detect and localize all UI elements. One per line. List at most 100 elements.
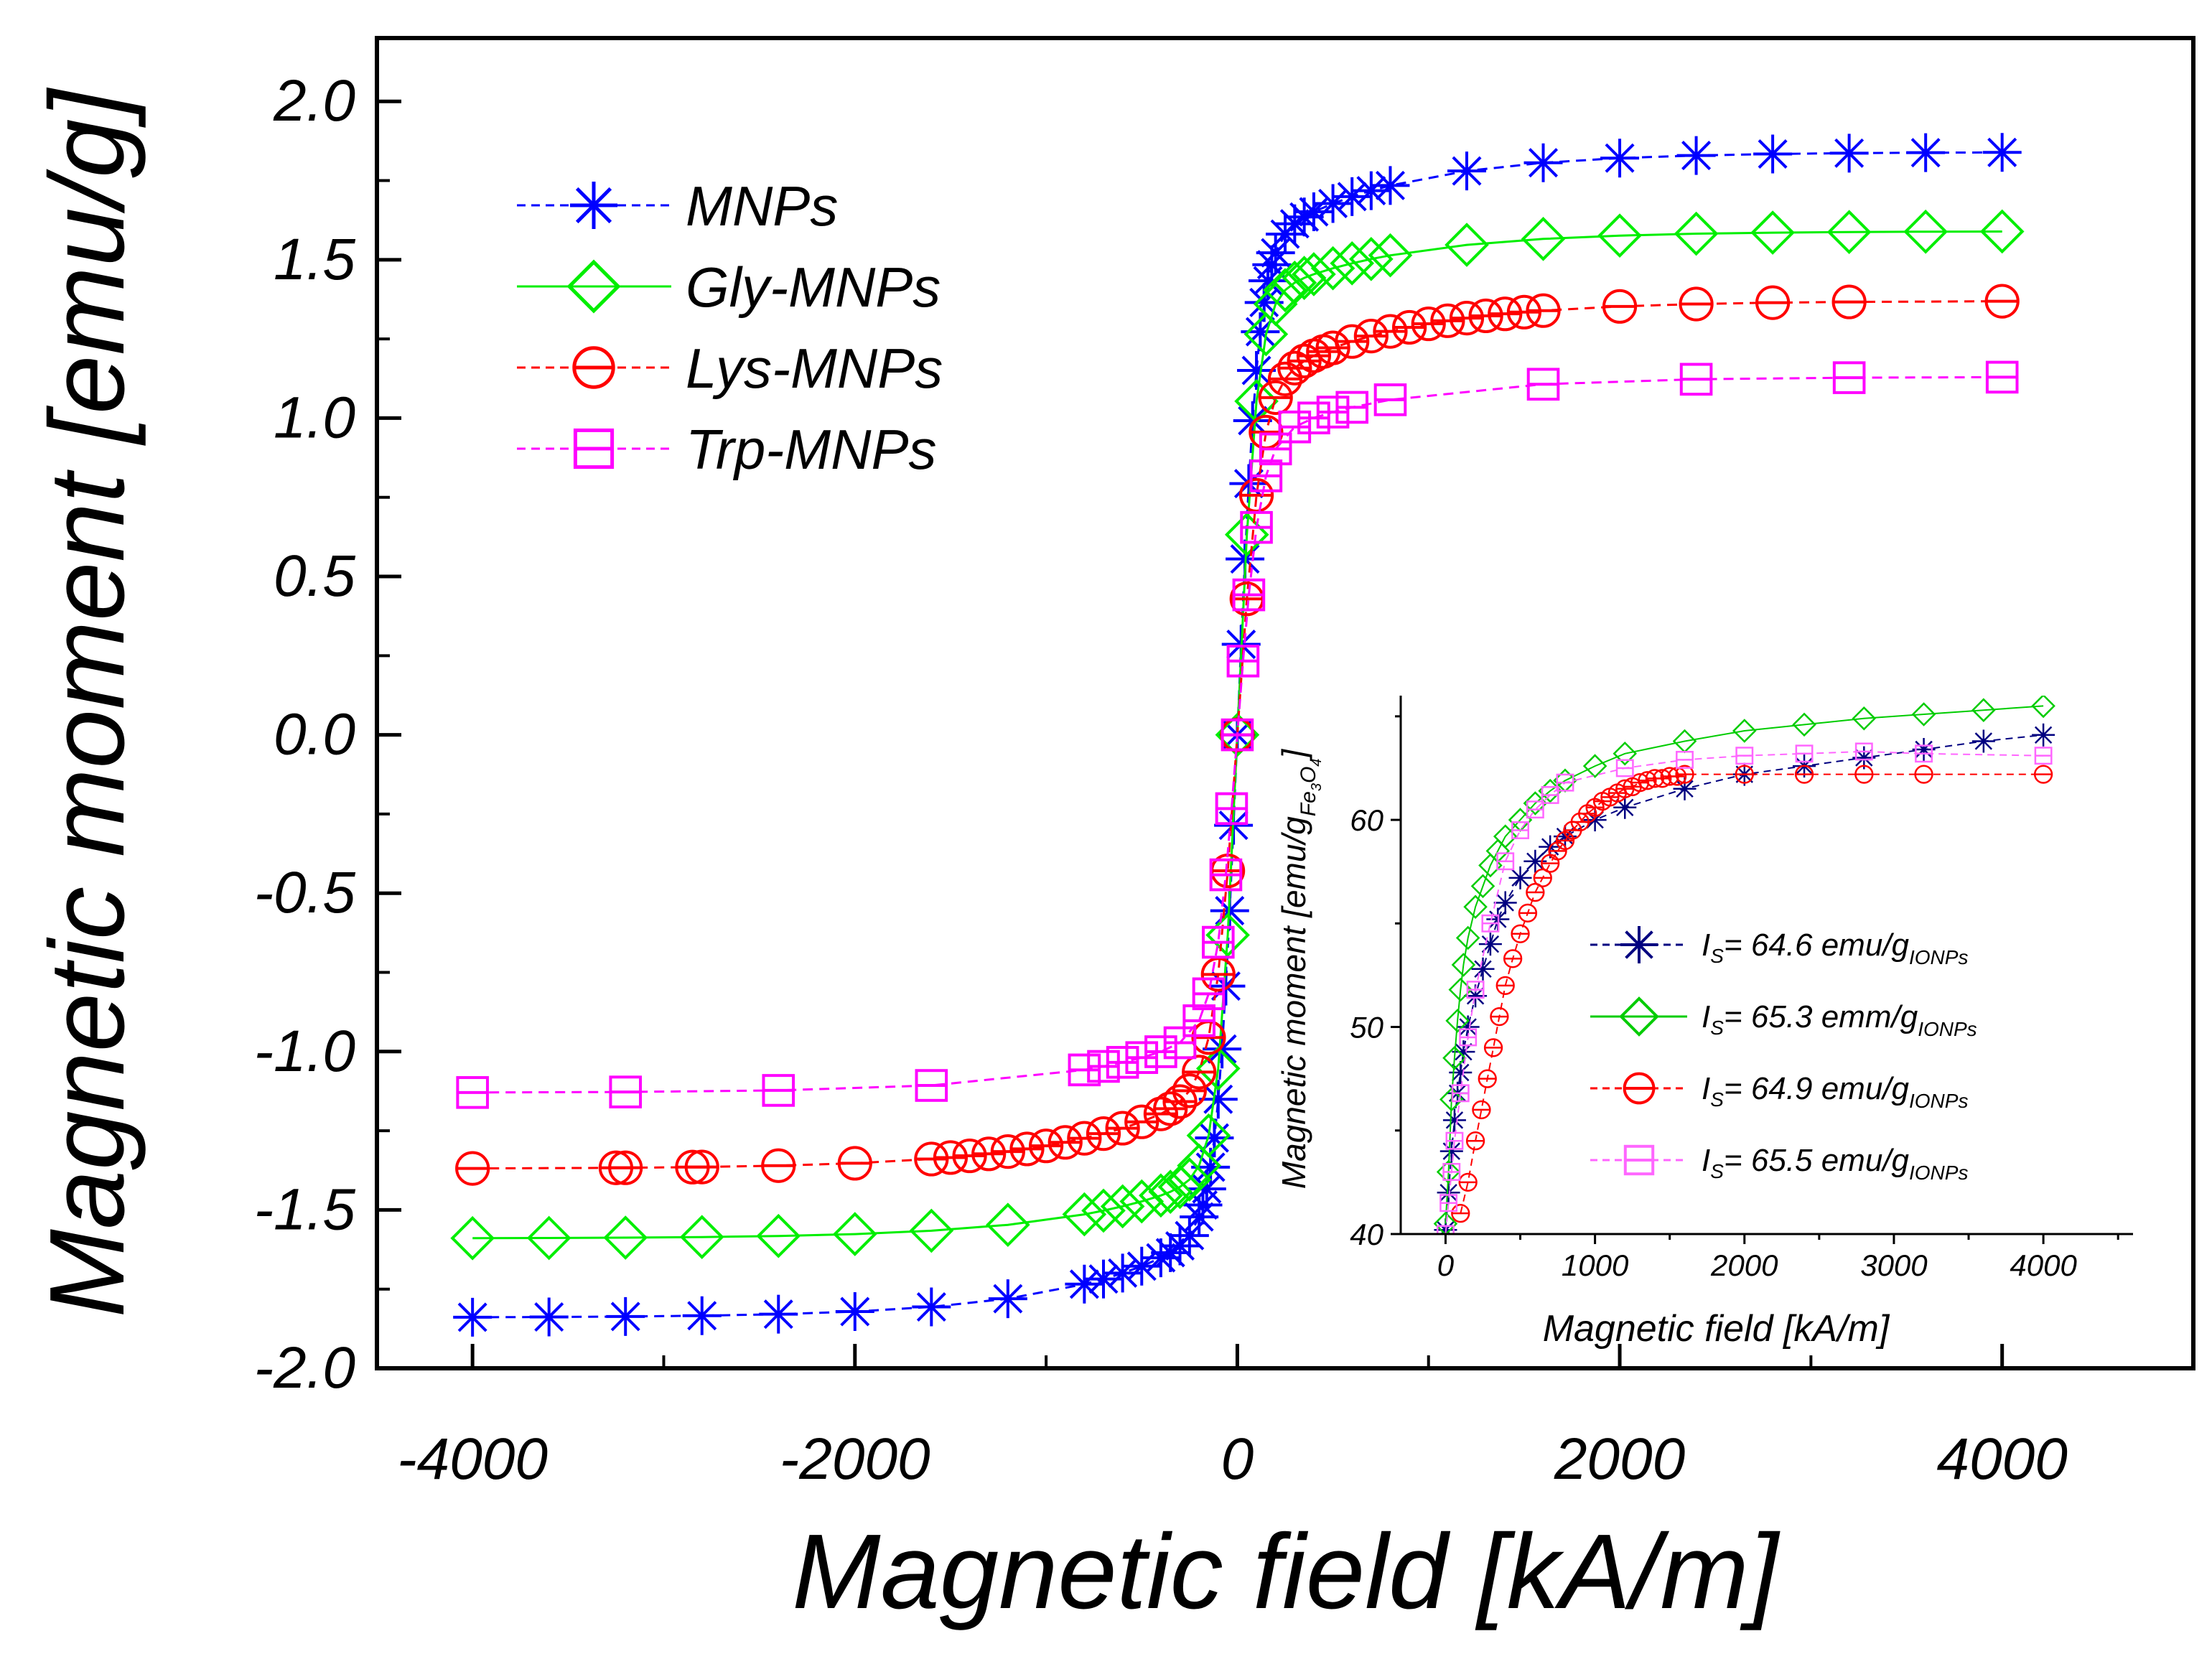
inset-data-point: [1971, 729, 1995, 753]
data-point: [679, 1215, 724, 1260]
inset-y-tick-label: 50: [1350, 1011, 1383, 1045]
data-point: [1167, 1157, 1212, 1202]
inset-legend-entry-4: IS= 65.5 emu/gIONPs: [1590, 1143, 1968, 1184]
data-point: [1985, 360, 2019, 394]
data-point: [1172, 1073, 1207, 1108]
data-point: [1151, 1233, 1190, 1272]
data-point: [1278, 410, 1312, 444]
inset-y-tick-label: 60: [1350, 803, 1383, 837]
inset-data-point: [1483, 1038, 1503, 1057]
legend-marker-shape: [572, 346, 615, 389]
inset-data-point: [1471, 957, 1495, 981]
main-plot-frame: [375, 36, 2195, 1370]
inset-data-point: [1526, 882, 1545, 902]
inset-data-point: [1470, 874, 1495, 899]
legend-label-lys-mnps: Lys-MNPs: [686, 337, 943, 400]
inset-legend-marker-shape: [1623, 1072, 1656, 1105]
main-legend: MNPs Gly-MNPs Lys-MNPs Trp-MNPs: [517, 174, 943, 481]
data-point: [1182, 1055, 1217, 1090]
inset-data-point: [1455, 925, 1480, 950]
data-point: [1148, 1169, 1193, 1214]
data-point: [1186, 1113, 1231, 1158]
inset-legend-label-4: IS= 65.5 emu/gIONPs: [1702, 1143, 1968, 1184]
data-point: [1086, 1116, 1121, 1151]
main-y-tick-label: 2.0: [273, 68, 355, 134]
data-point: [1287, 343, 1322, 378]
inset-data-point: [1442, 1046, 1467, 1070]
data-point: [1368, 233, 1413, 278]
inset-chart: 40 50 60 0 1000 2000 3000 4000 Magnetic field […: [1275, 696, 2133, 1350]
inset-legend-marker-2: [1619, 996, 1659, 1037]
inset-data-point: [1735, 765, 1754, 784]
inset-data-point: [1914, 765, 1933, 784]
data-point: [832, 1212, 877, 1256]
inset-legend-marker-3: [1623, 1072, 1656, 1105]
data-point: [1333, 177, 1372, 216]
inset-data-point: [1433, 1211, 1458, 1234]
inset-data-point: [1445, 1009, 1470, 1033]
inset-legend-entry-2: IS= 65.3 emm/gIONPs: [1590, 996, 1977, 1040]
data-point: [1029, 1129, 1064, 1164]
data-point: [1144, 1035, 1177, 1068]
inset-data-point: [2034, 747, 2053, 765]
data-point: [1335, 324, 1370, 359]
data-point: [1373, 314, 1408, 349]
data-point: [1330, 240, 1375, 286]
data-point: [1447, 151, 1486, 191]
inset-data-point: [1732, 719, 1757, 743]
inset-data-point: [1915, 744, 1933, 763]
data-point: [1182, 1004, 1215, 1037]
series-trp-mnps: [456, 360, 2019, 1109]
data-point: [1275, 204, 1315, 243]
data-point: [1163, 1026, 1197, 1060]
data-point: [1373, 383, 1407, 416]
data-point: [1047, 1125, 1083, 1160]
data-point: [1755, 285, 1791, 320]
legend-marker-shape: [573, 428, 615, 469]
main-y-tick-label: 0.5: [274, 543, 355, 609]
data-point: [1430, 303, 1465, 338]
data-point: [1526, 293, 1561, 328]
data-point: [835, 1292, 874, 1332]
data-point: [762, 1074, 795, 1107]
inset-data-point: [1582, 754, 1607, 778]
inset-data-point: [1459, 1028, 1478, 1047]
data-point: [1526, 368, 1560, 401]
data-point: [1906, 133, 1946, 172]
data-point: [1316, 396, 1350, 429]
data-point: [1349, 237, 1394, 281]
main-x-tick-label: -2000: [780, 1426, 930, 1492]
data-point: [1488, 296, 1523, 332]
data-point: [1062, 1192, 1107, 1237]
data-point: [933, 1140, 969, 1175]
data-point: [1232, 578, 1266, 612]
inset-data-point: [1795, 744, 1814, 763]
data-point: [1315, 330, 1350, 365]
data-point: [1982, 133, 2022, 172]
data-point: [1067, 1121, 1102, 1156]
data-point: [1103, 1253, 1142, 1293]
data-point: [1105, 1111, 1140, 1146]
data-point: [1272, 260, 1317, 305]
main-y-tick-label: 1.0: [274, 385, 355, 450]
data-point: [1124, 1104, 1159, 1139]
data-point: [1445, 223, 1489, 267]
data-point: [1826, 210, 1872, 255]
inset-data-point: [1439, 1139, 1463, 1163]
legend-entry-lys-mnps: Lys-MNPs: [517, 337, 943, 400]
inset-x-tick-label: 3000: [1860, 1248, 1928, 1282]
data-point: [1177, 1143, 1221, 1188]
data-point: [1310, 246, 1355, 291]
data-point: [1226, 645, 1260, 678]
data-point: [1674, 211, 1719, 256]
data-point: [1192, 977, 1226, 1011]
inset-x-tick-label: 4000: [2010, 1248, 2077, 1282]
inset-legend-entry-1: IS= 64.6 emu/gIONPs: [1590, 926, 1968, 968]
inset-data-point: [1526, 800, 1544, 819]
data-point: [988, 1279, 1027, 1319]
inset-data-point: [1452, 1040, 1475, 1064]
data-point: [1263, 268, 1307, 312]
inset-data-point: [2031, 696, 2055, 719]
data-point: [1297, 401, 1330, 435]
inset-data-point: [1615, 759, 1634, 777]
